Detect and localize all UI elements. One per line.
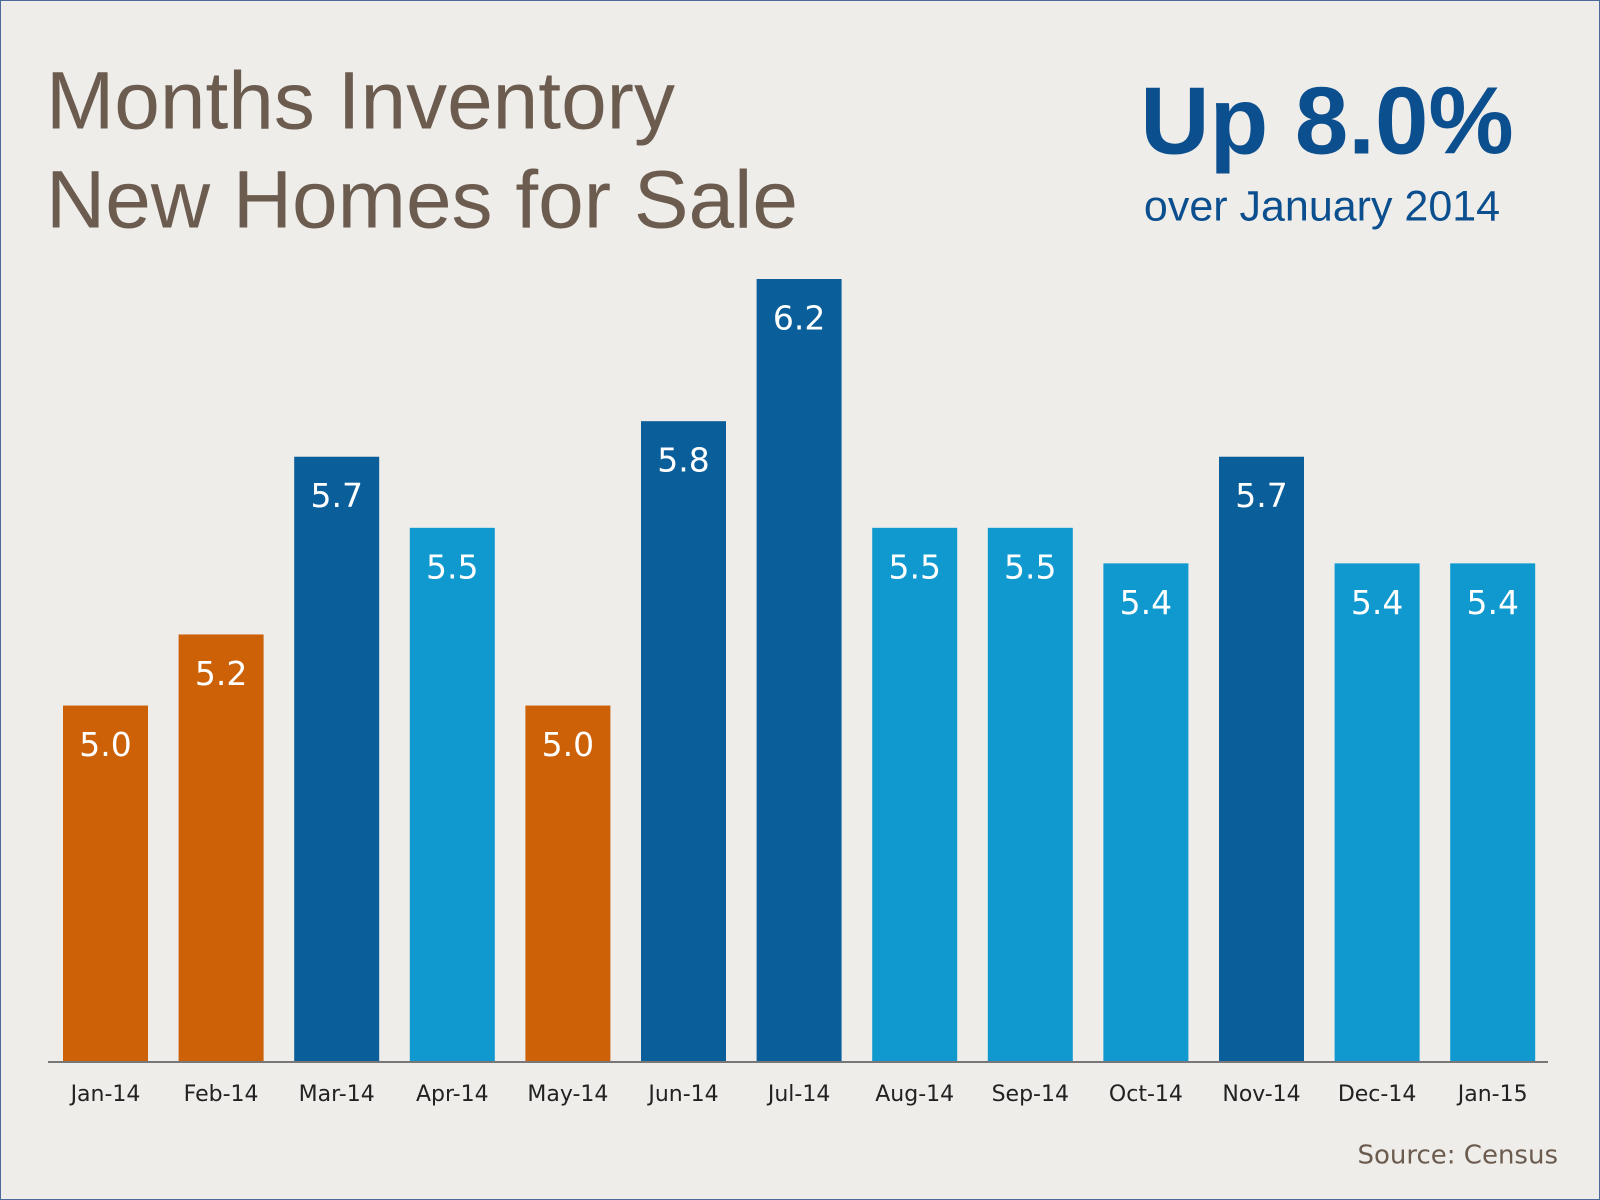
value-label: 5.8 xyxy=(657,441,709,480)
x-tick-label: Aug-14 xyxy=(875,1082,954,1107)
bar xyxy=(1334,563,1420,1061)
value-label: 5.5 xyxy=(888,547,940,586)
value-label: 5.5 xyxy=(426,547,478,586)
bar xyxy=(525,705,611,1061)
bar xyxy=(1450,563,1536,1061)
value-label: 5.0 xyxy=(79,725,131,764)
x-tick-label: Jan-14 xyxy=(69,1082,141,1107)
value-label: 5.4 xyxy=(1466,583,1518,622)
x-tick-label: May-14 xyxy=(527,1082,608,1107)
x-tick-label: Mar-14 xyxy=(299,1082,375,1107)
x-tick-label: Nov-14 xyxy=(1222,1082,1300,1107)
x-tick-label: Oct-14 xyxy=(1109,1082,1183,1107)
value-label: 5.0 xyxy=(542,725,594,764)
value-label: 6.2 xyxy=(773,299,825,338)
bar xyxy=(641,421,726,1061)
x-tick-label: Jun-14 xyxy=(646,1082,718,1107)
bar xyxy=(294,456,380,1061)
x-tick-label: Sep-14 xyxy=(992,1082,1069,1107)
value-label: 5.7 xyxy=(1235,476,1287,515)
source: Source: Census xyxy=(1357,1141,1558,1171)
bar xyxy=(872,527,958,1061)
bar xyxy=(756,279,842,1061)
bar xyxy=(178,634,264,1061)
annotation: Up 8.0% xyxy=(1140,67,1513,174)
value-label: 5.7 xyxy=(310,476,362,515)
x-tick-label: Feb-14 xyxy=(184,1082,259,1107)
value-label: 5.5 xyxy=(1004,547,1056,586)
x-tick-label: Jan-15 xyxy=(1456,1082,1528,1107)
x-tick-label: Apr-14 xyxy=(416,1082,489,1107)
chart-title: Months Inventory xyxy=(46,56,675,147)
value-label: 5.4 xyxy=(1120,583,1172,622)
value-label: 5.4 xyxy=(1351,583,1403,622)
x-tick-label: Dec-14 xyxy=(1338,1082,1417,1107)
bar xyxy=(409,527,495,1061)
annotation-subtitle: over January 2014 xyxy=(1144,182,1500,230)
bar xyxy=(987,527,1073,1061)
value-label: 5.2 xyxy=(195,654,247,693)
bar xyxy=(1219,456,1304,1061)
chart-subtitle: New Homes for Sale xyxy=(46,155,798,246)
bar xyxy=(1103,563,1189,1061)
x-tick-label: Jul-14 xyxy=(766,1082,830,1107)
bar xyxy=(63,705,148,1061)
